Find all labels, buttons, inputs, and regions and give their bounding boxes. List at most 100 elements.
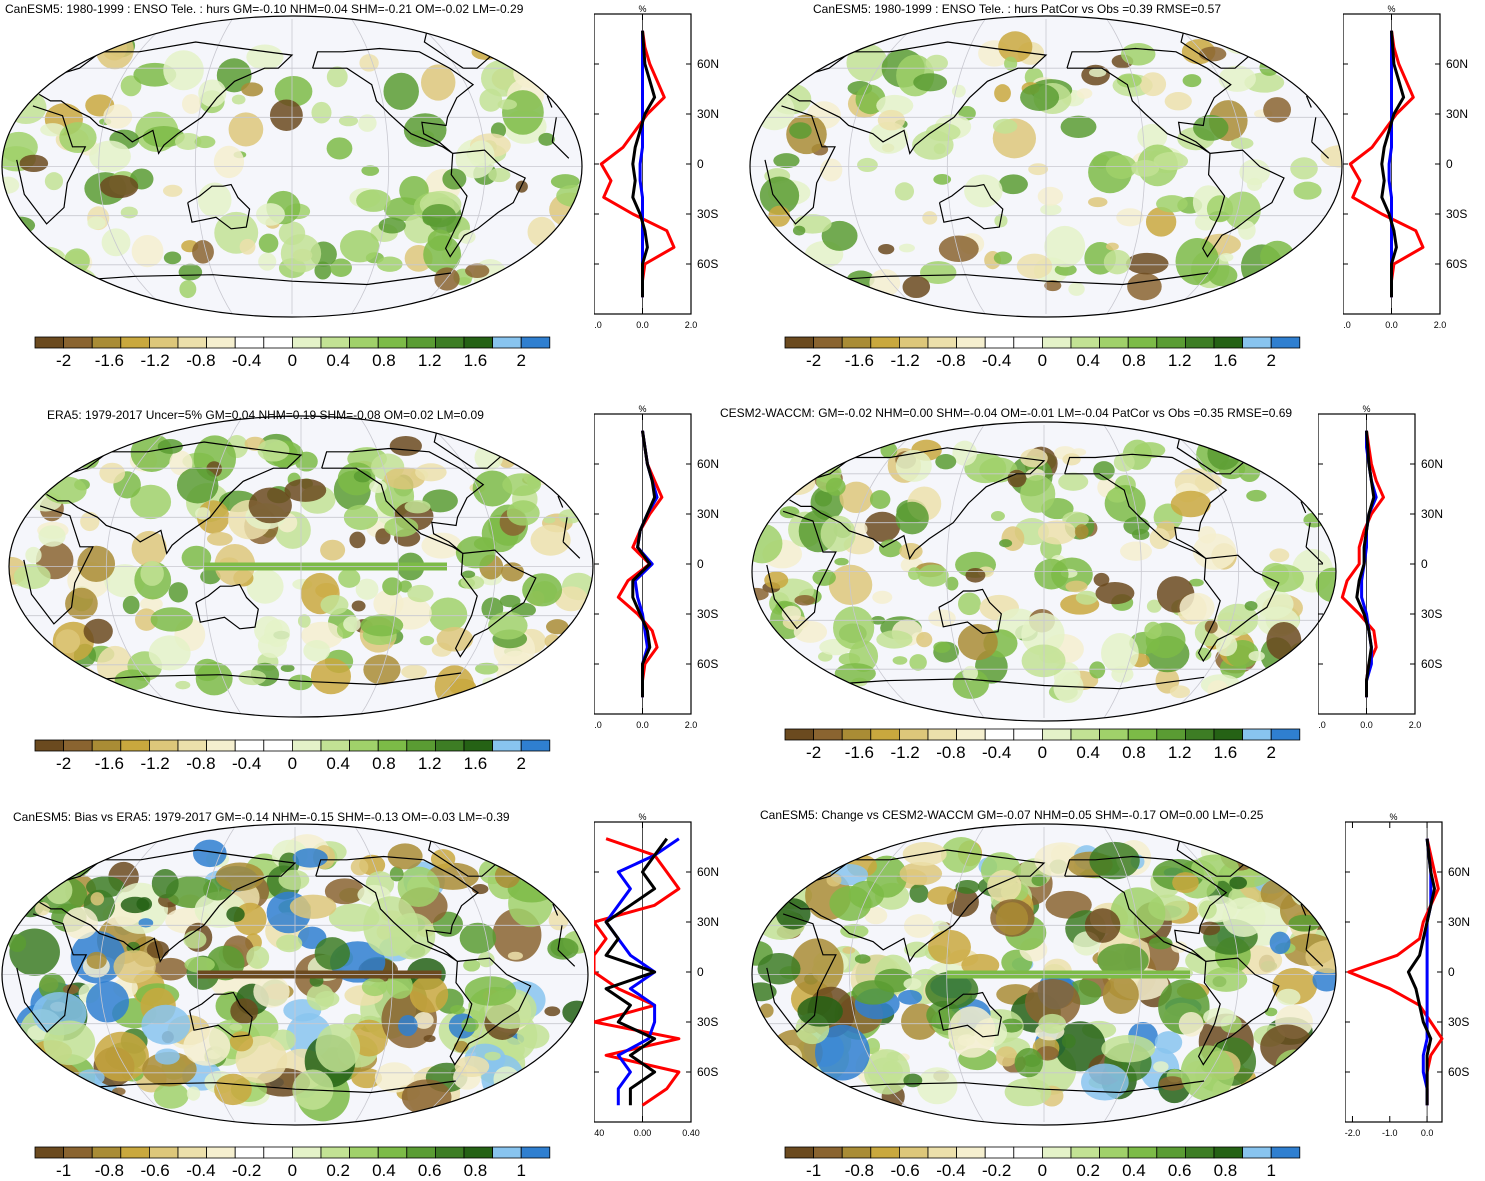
- field-patch: [754, 91, 795, 131]
- zonal-mean-plot-1: % 60N 30N 0 30S 60S -2.0 0.0 2.0: [586, 2, 741, 347]
- field-patch: [1261, 1067, 1301, 1100]
- colorbar-swatch: [234, 739, 265, 752]
- field-patch: [1153, 152, 1189, 171]
- colorbar-swatch: [34, 336, 65, 349]
- colorbar-swatch: [234, 336, 265, 349]
- panel-title-3: ERA5: 1979-2017 Uncer=5% GM=0.04 NHM=0.1…: [47, 408, 484, 422]
- field-patch: [62, 907, 99, 940]
- zonal-ytick-label: 30N: [697, 507, 719, 521]
- colorbar-label: 0: [287, 1161, 298, 1180]
- field-patch: [197, 182, 232, 218]
- field-patch: [1016, 253, 1053, 279]
- field-patch: [103, 104, 133, 129]
- coastline: [766, 510, 1324, 630]
- colorbar-swatch: [63, 1146, 93, 1159]
- zonal-ytick-label: 60S: [1421, 657, 1442, 671]
- world-map-1: [0, 14, 584, 324]
- zonal-ytick-label: 30S: [1448, 1015, 1469, 1029]
- field-patch: [1288, 914, 1321, 932]
- colorbar-1: -2 -1.6 -1.2 -0.8 -0.4 0 0.4 0.8 1.2 1.6 2: [34, 336, 551, 370]
- field-patch: [404, 500, 431, 514]
- field-patch: [517, 1023, 550, 1049]
- field-patch: [326, 66, 348, 88]
- field-patch: [1291, 879, 1323, 907]
- colorbar-swatch: [1070, 336, 1101, 349]
- field-patch: [458, 229, 476, 244]
- graticule-lon: [1103, 424, 1142, 719]
- field-patch: [908, 567, 921, 581]
- field-patch: [1101, 1035, 1156, 1063]
- field-patch: [938, 235, 979, 263]
- field-patch: [80, 511, 100, 532]
- field-patch: [544, 1006, 561, 1017]
- field-patch: [25, 546, 42, 564]
- colorbar-label: 0: [287, 351, 298, 370]
- graticule-lon: [946, 424, 985, 719]
- colorbar-6: -1 -0.8 -0.6 -0.4 -0.2 0 0.2 0.4 0.6 0.8 1: [784, 1146, 1301, 1180]
- colorbar-swatch: [434, 739, 465, 752]
- graticule-lon: [420, 418, 497, 715]
- field-patch: [903, 1073, 923, 1088]
- colorbar-swatch: [813, 728, 843, 741]
- field-patch: [1230, 137, 1254, 150]
- field-patch: [513, 58, 549, 89]
- field-patch: [427, 229, 453, 251]
- zonal-unit: %: [1389, 812, 1397, 822]
- field-patch: [479, 88, 503, 112]
- field-patch: [55, 629, 81, 654]
- field-patch: [502, 473, 541, 497]
- coastline: [1064, 453, 1228, 560]
- field-patch: [814, 1024, 870, 1081]
- field-patch: [1178, 1011, 1204, 1037]
- field-patch: [1093, 572, 1110, 587]
- field-patch: [1065, 580, 1088, 593]
- field-patch: [415, 463, 447, 482]
- field-patch: [1089, 841, 1140, 880]
- field-patch: [1244, 601, 1258, 611]
- field-patch: [1199, 921, 1221, 936]
- field-patch: [768, 205, 791, 227]
- field-patch: [113, 950, 156, 984]
- coastline: [1202, 149, 1285, 258]
- graticule-lon: [194, 18, 233, 315]
- field-patch: [1081, 1063, 1129, 1101]
- zonal-ytick-label: 60N: [697, 865, 719, 879]
- field-patch: [802, 870, 816, 883]
- field-patch: [965, 567, 986, 583]
- panel-title-4: CESM2-WACCM: GM=-0.02 NHM=0.00 SHM=-0.04…: [720, 406, 1293, 420]
- field-patch: [556, 184, 582, 207]
- field-patch: [1170, 490, 1211, 518]
- field-patch: [353, 470, 372, 483]
- field-patch: [434, 665, 475, 708]
- field-patch: [945, 576, 959, 591]
- colorbar-label: 2: [1266, 743, 1276, 762]
- colorbar-swatch: [206, 739, 236, 752]
- field-patch: [1290, 157, 1318, 180]
- colorbar-3: -2 -1.6 -1.2 -0.8 -0.4 0 0.4 0.8 1.2 1.6 2: [34, 739, 551, 773]
- field-patch: [436, 627, 474, 652]
- colorbar-swatch: [1013, 1146, 1043, 1159]
- colorbar-swatch: [520, 739, 551, 752]
- colorbar-label: 1.6: [1213, 743, 1238, 762]
- field-patch: [877, 109, 906, 131]
- field-patch: [1028, 163, 1049, 176]
- field-patch: [421, 64, 456, 101]
- field-patch: [791, 938, 844, 996]
- field-patch: [1097, 943, 1149, 978]
- field-patch: [413, 1011, 434, 1029]
- field-patch: [1206, 195, 1234, 223]
- field-patch: [131, 530, 167, 567]
- field-patch: [64, 248, 90, 274]
- zonal-ytick-label: 60N: [697, 457, 719, 471]
- field-patch: [174, 133, 202, 150]
- field-patch: [142, 1051, 197, 1087]
- field-patch: [820, 515, 856, 553]
- field-patch: [87, 216, 106, 230]
- map-border: [1, 823, 589, 1126]
- field-patch: [398, 580, 412, 593]
- zonal-xtick-label: -2.0: [1343, 320, 1351, 330]
- field-patch: [834, 663, 876, 684]
- zonal-ytick-label: 0: [697, 965, 704, 979]
- colorbar-swatch: [91, 739, 122, 752]
- field-patch: [1205, 967, 1248, 992]
